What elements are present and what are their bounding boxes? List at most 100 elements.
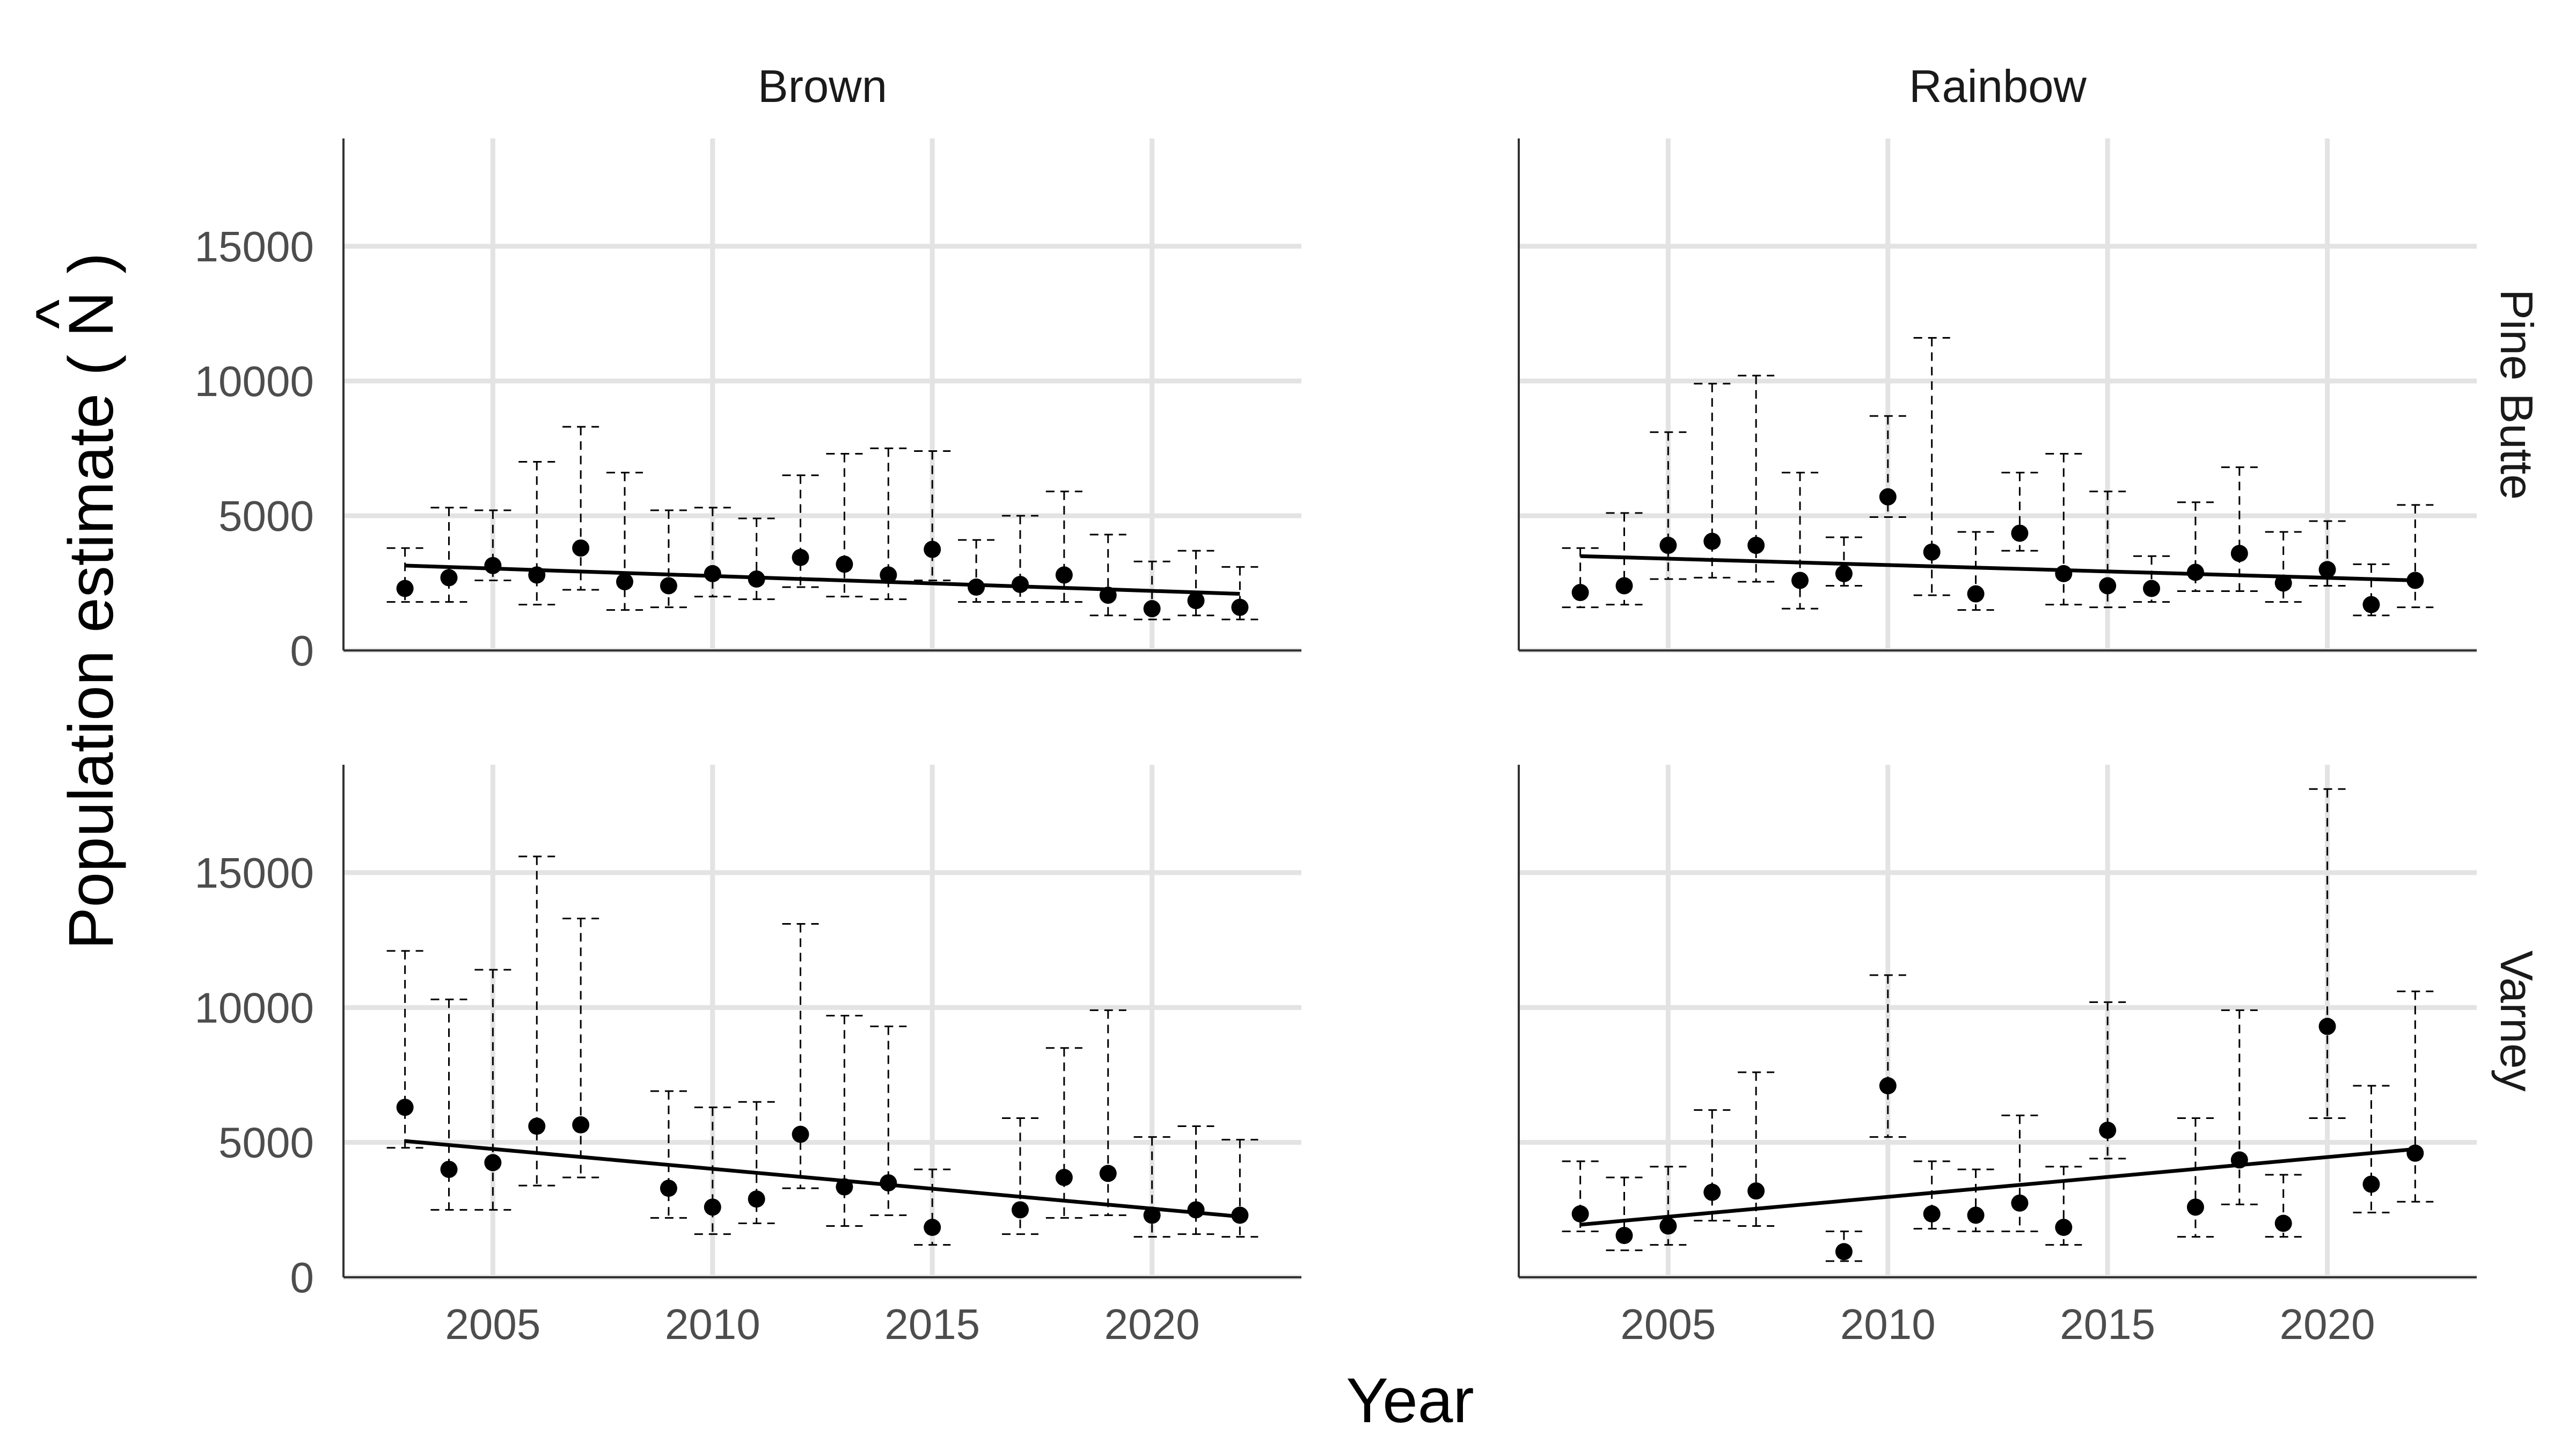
data-point	[1659, 537, 1677, 554]
data-point	[484, 557, 502, 574]
y-tick-label: 15000	[195, 223, 314, 270]
data-point	[1747, 1182, 1765, 1200]
data-point	[2143, 580, 2161, 597]
data-point	[1615, 577, 1633, 595]
data-point	[836, 555, 853, 573]
y-tick-label: 0	[290, 1254, 314, 1301]
y-axis-title-symbol: N	[56, 291, 127, 337]
facet-column-label: Brown	[758, 61, 887, 112]
x-axis-title: Year	[1346, 1365, 1474, 1436]
data-point	[1099, 587, 1117, 604]
data-point	[1923, 1205, 1941, 1223]
data-point	[1099, 1165, 1117, 1182]
data-point	[2186, 1198, 2204, 1216]
facet-row-label: Pine Butte	[2491, 289, 2542, 500]
data-point	[1615, 1227, 1633, 1245]
data-point	[880, 1174, 897, 1192]
y-tick-label: 5000	[218, 1119, 314, 1167]
data-point	[572, 1116, 590, 1134]
y-axis-title-text: Population estimate	[56, 376, 127, 949]
data-point	[1703, 532, 1721, 550]
panel-2: 0 5000 10000 15000 2005 2010 2015 2020	[195, 765, 1301, 1348]
trend-line	[1580, 1147, 2416, 1227]
x-tick-label: 2015	[884, 1300, 980, 1348]
data-point	[528, 566, 546, 584]
y-axis-title-hat: ^	[23, 299, 94, 329]
trend-line	[405, 1139, 1240, 1219]
data-point	[1143, 600, 1161, 618]
data-point	[748, 570, 765, 588]
data-point	[2318, 1018, 2336, 1035]
trend-line	[405, 564, 1240, 596]
data-point	[2362, 596, 2380, 613]
data-point	[2099, 1122, 2117, 1139]
data-point	[2318, 561, 2336, 579]
data-point	[1967, 585, 1985, 603]
y-axis-title: Population estimate ( N )	[56, 253, 127, 950]
data-point	[1055, 566, 1073, 584]
data-point	[1143, 1206, 1161, 1224]
x-tick-label: 2020	[1104, 1300, 1200, 1348]
x-tick-label: 2015	[2060, 1300, 2155, 1348]
y-tick-label: 5000	[218, 492, 314, 540]
data-point	[2011, 1194, 2029, 1212]
data-point	[792, 1125, 809, 1143]
data-point	[2099, 577, 2117, 595]
data-point	[484, 1154, 502, 1172]
data-point	[1703, 1183, 1721, 1201]
x-tick-label: 2020	[2280, 1300, 2375, 1348]
y-axis-title-open-paren: (	[56, 337, 127, 376]
data-point	[1231, 1206, 1249, 1224]
data-point	[396, 1099, 414, 1116]
x-tick-label: 2005	[1620, 1300, 1716, 1348]
data-point	[2055, 565, 2073, 582]
y-tick-label: 10000	[195, 984, 314, 1031]
data-point	[2274, 574, 2292, 592]
data-point	[1791, 572, 1809, 589]
data-point	[2011, 524, 2029, 542]
data-point	[1923, 543, 1941, 561]
data-point	[704, 1198, 721, 1216]
data-point	[2230, 545, 2248, 562]
y-tick-label: 0	[290, 627, 314, 675]
data-point	[968, 579, 985, 596]
x-tick-label: 2010	[1840, 1300, 1936, 1348]
panel-0: 0 5000 10000 15000	[195, 138, 1301, 675]
y-tick-label: 10000	[195, 357, 314, 405]
data-point	[1747, 537, 1765, 554]
data-point	[660, 577, 677, 595]
data-point	[528, 1117, 546, 1135]
data-point	[1835, 1243, 1853, 1261]
data-point	[1187, 1201, 1205, 1219]
chart-labels: Brown Rainbow Pine Butte Varney Year Populati…	[23, 61, 2542, 1436]
y-axis-title-close-paren: )	[56, 253, 127, 291]
data-point	[2186, 564, 2204, 581]
x-tick-label: 2005	[445, 1300, 540, 1348]
data-point	[440, 569, 458, 587]
data-point	[1571, 584, 1589, 602]
data-point	[1659, 1217, 1677, 1235]
data-point	[2230, 1151, 2248, 1169]
data-point	[1967, 1206, 1985, 1224]
data-point	[748, 1190, 765, 1208]
data-point	[704, 565, 721, 582]
data-point	[1879, 488, 1897, 506]
data-point	[1835, 565, 1853, 582]
data-point	[2055, 1219, 2073, 1236]
data-point	[616, 573, 634, 590]
panel-3: 2005 2010 2015 2020	[1518, 765, 2477, 1348]
data-point	[396, 580, 414, 597]
data-point	[660, 1180, 677, 1197]
data-point	[924, 540, 941, 558]
data-point	[2406, 572, 2424, 589]
data-point	[2274, 1214, 2292, 1232]
data-point	[1055, 1169, 1073, 1187]
y-tick-label: 15000	[195, 849, 314, 897]
data-point	[836, 1178, 853, 1196]
data-point	[1187, 592, 1205, 610]
data-point	[1011, 1201, 1029, 1219]
data-point	[880, 566, 897, 584]
data-point	[1879, 1077, 1897, 1095]
